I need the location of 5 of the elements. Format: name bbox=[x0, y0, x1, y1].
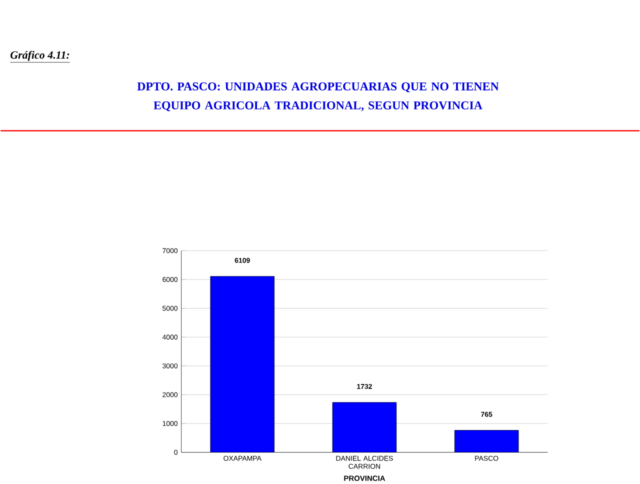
bar bbox=[454, 430, 519, 452]
text: Gráfico 4.11: bbox=[10, 50, 70, 61]
chart-title: DPTO. PASCO: UNIDADES AGROPECUARIAS QUE NO TIENEN EQUIPO AGRICOLA TRADICIONAL, SEGUN PROVINCIA bbox=[137, 82, 499, 112]
bar bbox=[332, 402, 396, 452]
bar bbox=[210, 276, 274, 452]
